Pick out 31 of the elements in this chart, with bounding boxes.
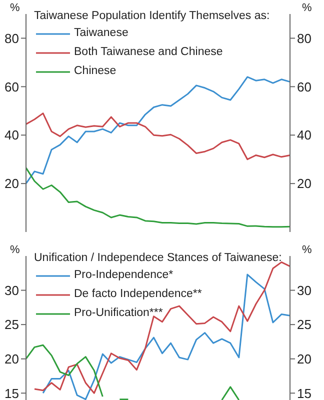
line-series: [25, 76, 291, 184]
y-tick-label: 20: [4, 351, 19, 366]
y-axis-title: %: [10, 244, 20, 256]
y-tick-label: 25: [4, 317, 19, 332]
y2-axis-title: %: [302, 2, 312, 14]
legend-label: De facto Independence**: [74, 287, 202, 302]
line-series: [25, 112, 291, 160]
chart-title: Unification / Independece Stances of Taiwanese:: [34, 252, 282, 264]
legend-label: Both Taiwanese and Chinese: [74, 45, 223, 60]
y2-tick-label: 40: [297, 128, 312, 143]
chart-title: Taiwanese Population Identify Themselves as:: [34, 10, 270, 22]
y-axis-title: %: [10, 2, 20, 14]
y-tick-label: 30: [4, 282, 19, 298]
y-tick-label: 80: [4, 30, 19, 46]
legend-label: Taiwanese: [74, 26, 128, 41]
y2-tick-label: 20: [297, 176, 312, 192]
y2-tick-label: 20: [297, 351, 312, 366]
y2-tick-label: 30: [297, 282, 312, 298]
y2-tick-label: 60: [297, 79, 312, 94]
line-series: [25, 167, 291, 228]
legend-label: Chinese: [74, 64, 116, 79]
y-tick-label: 20: [4, 176, 19, 192]
legend-label: Pro-Unification***: [74, 306, 163, 321]
y-tick-label: 60: [4, 79, 19, 94]
y2-tick-label: 25: [297, 317, 312, 332]
legend-label: Pro-Independence*: [74, 268, 174, 283]
y2-tick-label: 15: [297, 386, 312, 400]
y-tick-label: 40: [4, 128, 19, 143]
y2-tick-label: 80: [297, 30, 312, 46]
y-tick-label: 15: [4, 386, 19, 400]
y2-axis-title: %: [302, 244, 312, 256]
